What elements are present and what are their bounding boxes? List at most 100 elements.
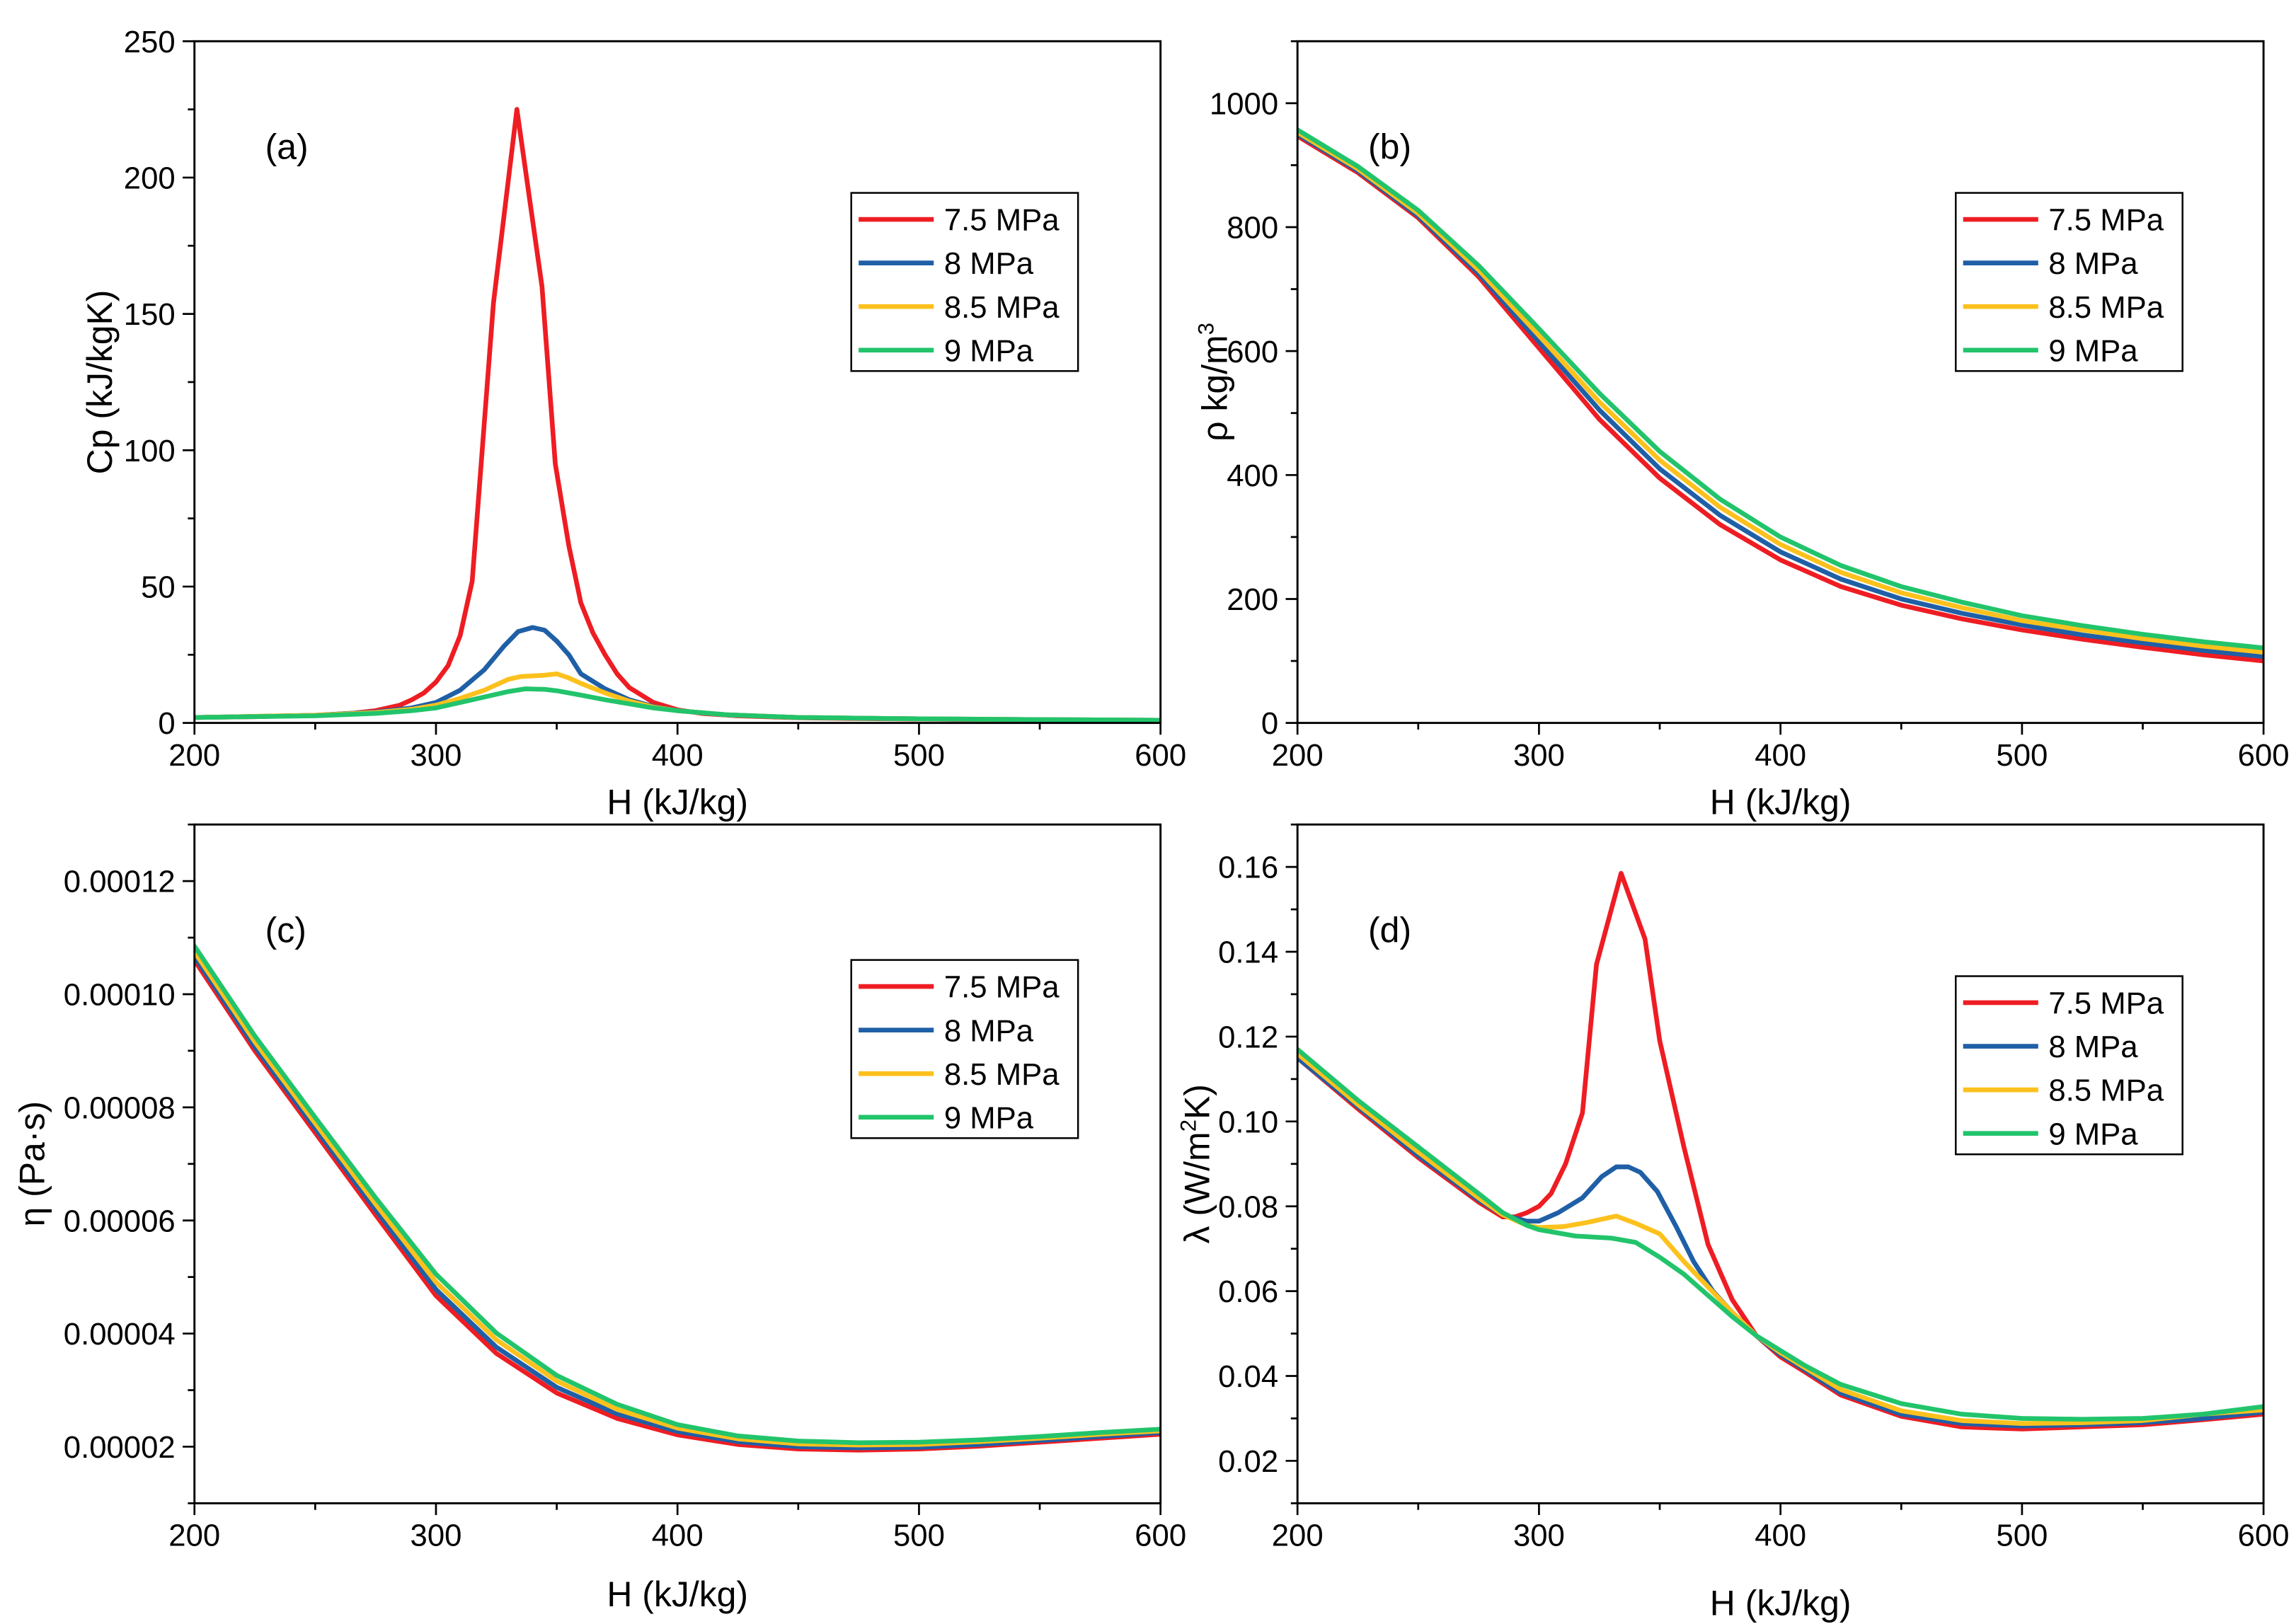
series-line-8-mpa (194, 954, 1161, 1451)
legend-box (1955, 975, 2183, 1156)
y-tick-label: 0.00002 (64, 1430, 176, 1465)
legend-label-7-5-mpa: 7.5 MPa (944, 970, 1060, 1005)
y-axis-label-main: λ (W/m (1177, 1131, 1217, 1243)
series-line-8-mpa (1297, 132, 2264, 660)
legend: 7.5 MPa 8 MPa 8.5 MPa 9 MPa (1955, 975, 2183, 1156)
y-tick-label: 0.00004 (64, 1317, 176, 1352)
y-tick-label: 0.00008 (64, 1090, 176, 1125)
x-tick-label: 600 (2238, 738, 2290, 773)
x-axis-label: H (kJ/kg) (607, 1574, 748, 1614)
y-axis-label: η (Pa·s) (13, 1101, 52, 1227)
y-tick-label: 150 (124, 297, 176, 332)
x-tick-label: 300 (411, 1519, 462, 1553)
legend-box (850, 192, 1079, 372)
series-line-9-mpa (1297, 1047, 2264, 1422)
series-line-9-mpa (194, 943, 1161, 1446)
x-axis-label: H (kJ/kg) (1710, 783, 1852, 822)
y-axis-label-main: ρ kg/m (1195, 335, 1234, 441)
legend-label-8-mpa: 8 MPa (2048, 246, 2138, 281)
y-tick-label: 0.00010 (64, 978, 176, 1013)
panel-d: 200 300 400 500 600 0.02 0.04 0.06 0.08 0.10 0.12 0… (1176, 823, 2290, 1623)
y-tick-label: 0.00012 (64, 865, 176, 899)
y-tick-label: 800 (1227, 211, 1278, 246)
y-tick-label: 250 (124, 25, 176, 59)
x-tick-label: 500 (1996, 1519, 2048, 1553)
x-tick-label: 400 (1755, 1519, 1806, 1553)
axis-ticks (1285, 823, 2265, 1516)
y-tick-label: 50 (141, 570, 176, 605)
y-axis-label-main: η (Pa·s) (13, 1101, 52, 1227)
legend-label-8-5-mpa: 8.5 MPa (944, 290, 1060, 325)
legend-label-7-5-mpa: 7.5 MPa (2048, 203, 2164, 238)
y-tick-label: 200 (124, 161, 176, 196)
y-tick-label: 1000 (1210, 86, 1278, 121)
legend-label-8-mpa: 8 MPa (2048, 1030, 2138, 1064)
plot-frame (1296, 40, 2265, 725)
y-axis-label: ρ kg/m3 (1194, 323, 1235, 442)
x-tick-label: 400 (1755, 738, 1806, 773)
y-axis-label-superscript: 3 (1194, 323, 1219, 335)
x-tick-label: 200 (1272, 738, 1324, 773)
x-tick-label: 500 (893, 738, 945, 773)
y-tick-label: 0.10 (1218, 1105, 1278, 1139)
legend-label-8-5-mpa: 8.5 MPa (944, 1057, 1060, 1092)
legend-box (850, 959, 1079, 1139)
x-tick-label: 300 (1513, 738, 1565, 773)
x-tick-label: 500 (893, 1519, 945, 1553)
axis-ticks (1285, 40, 2265, 735)
x-tick-label: 300 (1513, 1519, 1565, 1553)
panel-c: 200 300 400 500 600 0.00002 0.00004 0.00006 0.00… (13, 823, 1186, 1614)
x-tick-label: 200 (168, 1519, 220, 1553)
panel-label: (b) (1368, 127, 1411, 167)
plot-curves (1297, 870, 2264, 1432)
x-tick-label: 400 (652, 1519, 704, 1553)
legend-label-8-mpa: 8 MPa (944, 1013, 1034, 1048)
x-tick-label: 200 (168, 738, 220, 773)
series-line-9-mpa (1297, 127, 2264, 650)
plot-curves (194, 943, 1161, 1453)
y-tick-label: 200 (1227, 582, 1278, 617)
legend-label-9-mpa: 9 MPa (2048, 1117, 2138, 1151)
x-tick-label: 600 (1135, 738, 1186, 773)
y-tick-label: 0.12 (1218, 1020, 1278, 1055)
y-axis-label-main: Cp (kJ/kgK) (80, 290, 120, 475)
legend-label-9-mpa: 9 MPa (944, 333, 1034, 368)
plot-curves (1297, 127, 2264, 664)
y-tick-label: 0 (158, 706, 175, 741)
y-axis-label: Cp (kJ/kgK) (80, 290, 120, 475)
y-tick-label: 0.04 (1218, 1359, 1278, 1394)
y-tick-label: 0.14 (1218, 935, 1278, 970)
legend-label-8-5-mpa: 8.5 MPa (2048, 1073, 2164, 1108)
legend: 7.5 MPa 8 MPa 8.5 MPa 9 MPa (850, 959, 1079, 1139)
panel-label: (c) (265, 911, 306, 950)
legend-box (1955, 192, 2183, 372)
legend-label-7-5-mpa: 7.5 MPa (2048, 986, 2164, 1021)
plot-curves (194, 107, 1161, 723)
x-tick-label: 300 (411, 738, 462, 773)
x-axis-label: H (kJ/kg) (1710, 1584, 1852, 1623)
y-tick-label: 0 (1261, 706, 1278, 741)
legend: 7.5 MPa 8 MPa 8.5 MPa 9 MPa (1955, 192, 2183, 372)
axis-ticks (183, 40, 1162, 735)
y-axis-label: λ (W/m2K) (1176, 1084, 1217, 1243)
y-axis-label-superscript: 2 (1176, 1119, 1201, 1131)
y-tick-label: 0.06 (1218, 1274, 1278, 1309)
axis-ticks (183, 823, 1162, 1516)
y-tick-label: 0.16 (1218, 851, 1278, 885)
x-tick-label: 600 (1135, 1519, 1186, 1553)
legend-label-7-5-mpa: 7.5 MPa (944, 203, 1060, 238)
legend-label-8-5-mpa: 8.5 MPa (2048, 290, 2164, 325)
y-tick-label: 0.08 (1218, 1190, 1278, 1224)
legend: 7.5 MPa 8 MPa 8.5 MPa 9 MPa (850, 192, 1079, 372)
series-line-8-mpa (194, 625, 1161, 723)
y-tick-label: 600 (1227, 335, 1278, 369)
series-line-9-mpa (194, 686, 1161, 723)
series-line-8-5-mpa (1297, 129, 2264, 655)
legend-label-9-mpa: 9 MPa (944, 1100, 1034, 1135)
x-tick-label: 400 (652, 738, 704, 773)
y-tick-label: 0.00006 (64, 1204, 176, 1238)
y-tick-label: 0.02 (1218, 1444, 1278, 1479)
